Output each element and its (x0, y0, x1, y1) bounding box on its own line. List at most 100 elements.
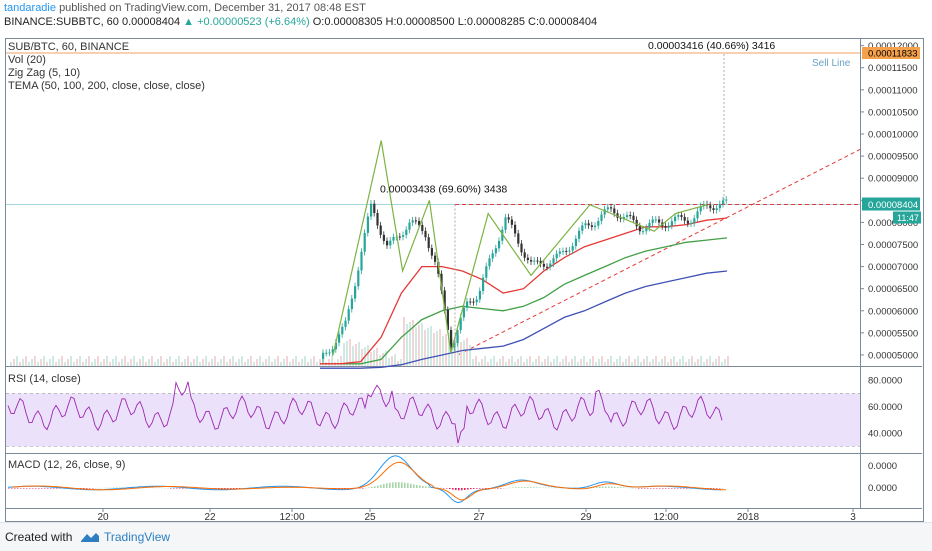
rsi-pane-label[interactable]: RSI (14, close) (8, 373, 81, 385)
trend-line (457, 149, 861, 356)
macd-histogram-bar (635, 487, 637, 489)
candle-body (350, 298, 353, 310)
rsi-line (7, 380, 723, 444)
volume-bar (241, 356, 243, 366)
volume-bar (343, 343, 345, 366)
macd-pane-label[interactable]: MACD (12, 26, close, 9) (8, 459, 126, 471)
tema-indicator-label[interactable]: TEMA (50, 100, 200, close, close, close) (8, 80, 205, 92)
candle-body (594, 225, 597, 227)
macd-histogram-bar (458, 488, 460, 491)
tradingview-brand-link[interactable]: TradingView (104, 530, 171, 544)
candle-body (459, 317, 462, 331)
volume-bar (268, 356, 270, 366)
volume-bar (160, 356, 162, 366)
macd-histogram-bar (605, 486, 607, 488)
volume-bar (604, 362, 606, 366)
macd-histogram-bar (29, 488, 31, 489)
up-arrow-icon: ▲ (183, 16, 195, 28)
macd-histogram-bar (371, 486, 373, 488)
volume-bar (310, 359, 312, 366)
volume-bar (280, 362, 282, 366)
volume-bar (373, 350, 375, 366)
volume-bar (283, 359, 285, 366)
candle-body (629, 215, 632, 217)
volume-bar (694, 362, 696, 366)
footer-bar: Created with TradingView (0, 522, 932, 551)
volume-bar (592, 356, 594, 366)
candle-body (696, 211, 699, 219)
volume-bar (541, 362, 543, 366)
candle-body (603, 209, 606, 215)
time-axis-label: 3 (850, 512, 856, 523)
author-name[interactable]: tandaradie (4, 2, 56, 14)
candle-body (450, 329, 453, 348)
macd-histogram-bar (443, 488, 445, 489)
rsi-axis-label: 60.0000 (868, 402, 902, 413)
candle-body (376, 212, 379, 226)
chart-frame[interactable] (5, 38, 924, 522)
candle-body (373, 203, 376, 213)
macd-histogram-bar (380, 484, 382, 488)
candle-body (571, 246, 574, 251)
symbol-ohlc-line: BINANCE:SUBBTC, 60 0.00008404 ▲ +0.00000… (4, 16, 597, 28)
volume-bar (289, 362, 291, 366)
macd-histogram-bar (677, 488, 679, 489)
macd-histogram-bar (683, 488, 685, 489)
volume-bar (229, 359, 231, 366)
candle-body (456, 330, 459, 343)
macd-histogram-bar (530, 487, 532, 488)
macd-line (7, 455, 723, 504)
volume-bar (700, 356, 702, 366)
time-axis-label: 20 (97, 512, 109, 523)
volume-bar (34, 356, 36, 366)
volume-bar (469, 345, 471, 366)
candle-body (632, 215, 635, 220)
volume-bar (667, 362, 669, 366)
price-axis-label: 0.00005500 (868, 328, 918, 339)
candle-body (565, 250, 568, 252)
volume-indicator-label[interactable]: Vol (20) (8, 54, 46, 66)
volume-bar (610, 356, 612, 366)
macd-histogram-bar (473, 488, 475, 489)
candle-body (664, 226, 667, 228)
macd-histogram-bar (638, 488, 640, 489)
macd-histogram-bar (587, 487, 589, 488)
symbol-label: BINANCE:SUBBTC, 60 (4, 16, 119, 28)
macd-histogram-bar (104, 487, 106, 489)
candle-body (722, 200, 725, 205)
macd-histogram-bar (389, 482, 391, 488)
macd-histogram-bar (101, 487, 103, 489)
last-price: 0.00008404 (121, 16, 181, 28)
candle-body (558, 251, 561, 254)
macd-histogram-bar (377, 485, 379, 488)
candle-body (667, 225, 670, 228)
volume-bar (583, 356, 585, 366)
macd-histogram-bar (107, 487, 109, 489)
macd-histogram-bar (512, 487, 514, 488)
macd-histogram-bar (614, 486, 616, 488)
macd-histogram-bar (161, 487, 163, 489)
macd-histogram-bar (392, 482, 394, 488)
price-axis-label: 0.00010500 (868, 107, 918, 118)
macd-histogram-bar (404, 482, 406, 488)
volume-bar (148, 359, 150, 366)
candle-body (533, 260, 536, 262)
zigzag-indicator-label[interactable]: Zig Zag (5, 10) (8, 67, 81, 79)
macd-histogram-bar (113, 487, 115, 489)
macd-histogram-bar (53, 488, 55, 489)
tema-100-line (320, 237, 728, 365)
volume-bar (82, 362, 84, 366)
created-with-text: Created with (5, 530, 73, 544)
volume-bar (613, 362, 615, 366)
volume-bar (463, 340, 465, 366)
price-pane-label[interactable]: SUB/BTC, 60, BINANCE (8, 41, 130, 53)
volume-bar (370, 352, 372, 366)
candle-body (654, 219, 657, 221)
candle-body (546, 266, 549, 268)
candle-body (482, 277, 485, 291)
volume-bar (211, 359, 213, 366)
volume-bar (130, 359, 132, 366)
macd-histogram-bar (719, 488, 721, 489)
candle-body (334, 342, 337, 350)
